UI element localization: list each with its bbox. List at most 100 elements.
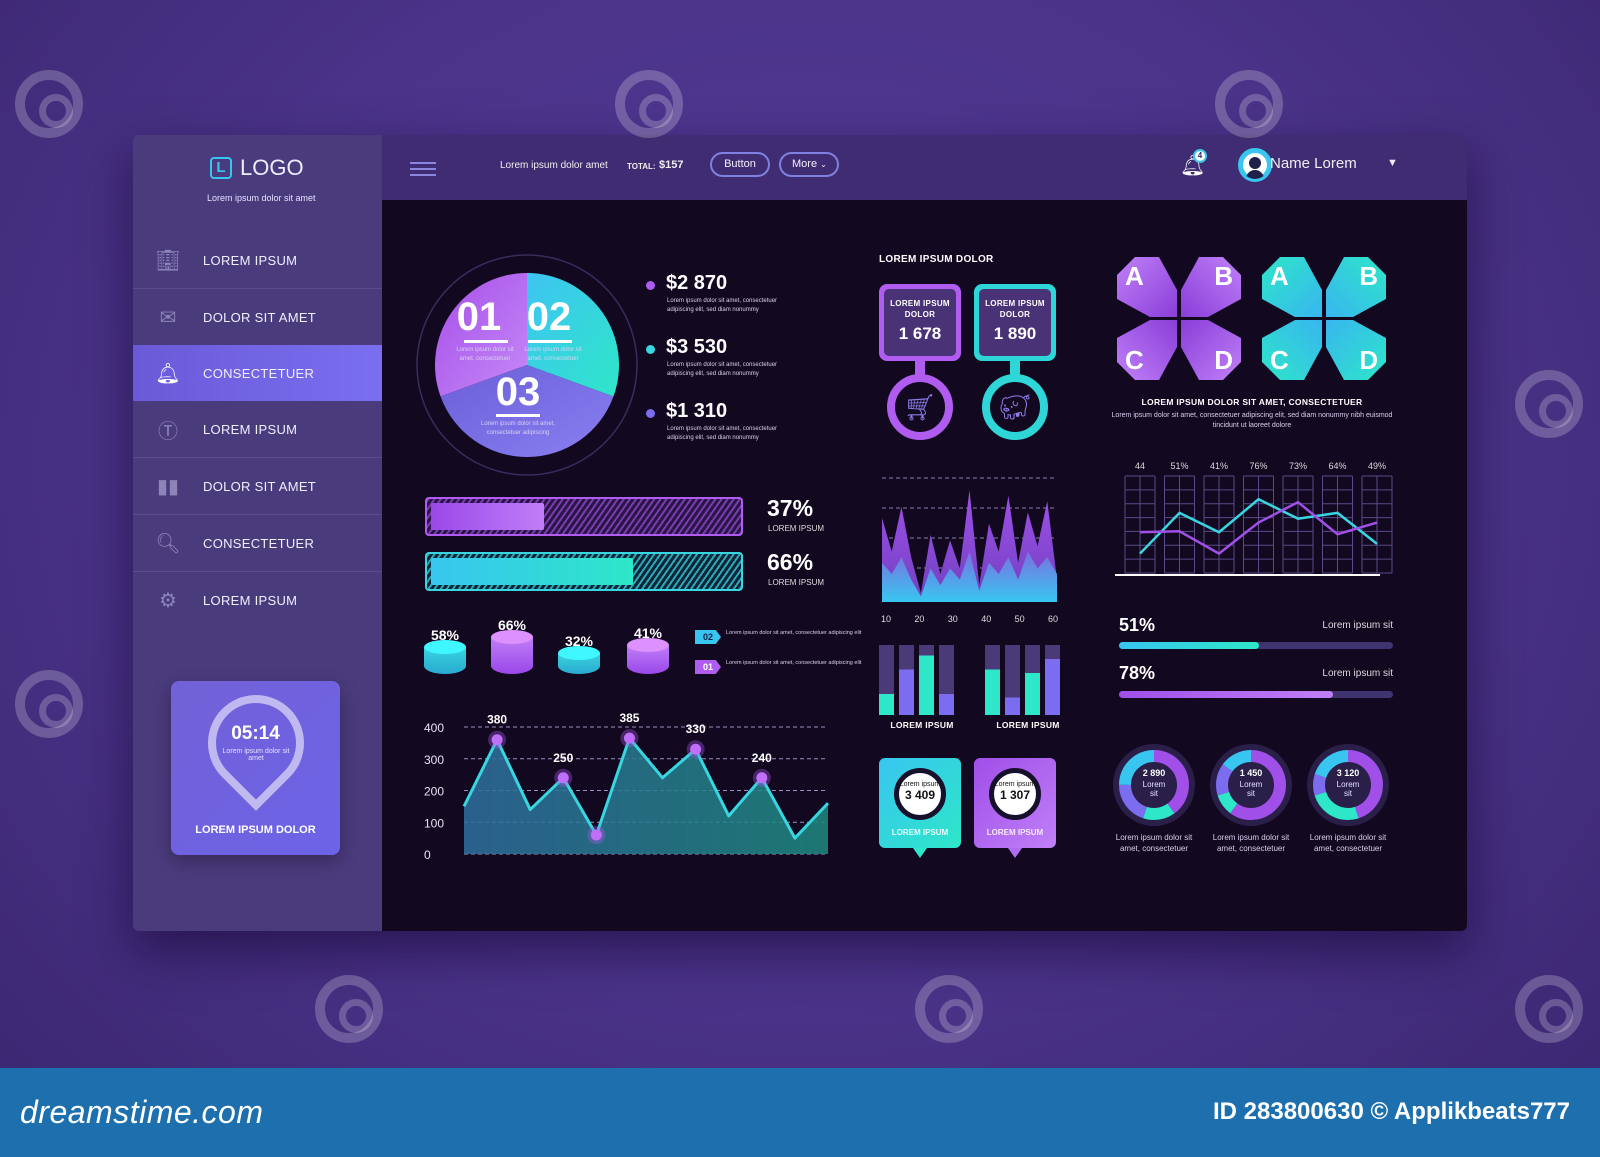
legend-text: Lorem ipsum dolor sit amet, consectetuer… (726, 660, 862, 666)
caret-down-icon[interactable]: ▼ (1387, 157, 1398, 169)
building-icon: 🏢︎ (155, 249, 181, 272)
sidebar-item-dolor-sit-amet[interactable]: ✉ DOLOR SIT AMET (133, 289, 382, 346)
stat-card[interactable]: LOREM IPSUM DOLOR 1 678 (879, 284, 961, 361)
sidebar-item-lorem-ipsum-3[interactable]: ⚙ LOREM IPSUM (133, 572, 382, 629)
column-label: 76% (1249, 461, 1267, 471)
caption-line: amet, consectetuer (1119, 844, 1189, 853)
series-line (462, 736, 830, 840)
dollar-icon: Ⓣ (158, 420, 178, 443)
donut-value: 3 120 (1336, 768, 1360, 778)
gear-icon: ⚙ (159, 590, 177, 612)
donut-caption: Lorem ipsum dolor sit amet, consectetuer (1100, 832, 1208, 854)
sidebar-item-label: CONSECTETUER (203, 365, 315, 381)
y-tick-label: 300 (424, 753, 444, 767)
stat-card-title: LOREM IPSUM DOLOR (985, 299, 1045, 319)
legend-tag: 02 (695, 630, 721, 644)
watermark-spiral-icon (315, 975, 383, 1043)
donut-label: Lorem sit (1336, 780, 1360, 798)
more-dropdown[interactable]: More ⌄ (779, 152, 839, 177)
timer-card[interactable]: 05:14 Lorem ipsum dolor sit amet LOREM I… (171, 675, 340, 855)
option-petal-d[interactable]: D (1181, 320, 1241, 380)
option-petal-c[interactable]: C (1262, 320, 1322, 380)
hamburger-menu-icon[interactable] (410, 158, 436, 178)
progress-fill (1119, 691, 1333, 698)
chevron-down-icon: ⌄ (820, 160, 827, 169)
data-point (557, 772, 569, 784)
x-tick-label: 60 (1048, 614, 1058, 624)
main-content: 01 Lorem ipsum dolor sit amet, consectet… (382, 200, 1467, 931)
progress-bar (425, 552, 743, 591)
option-petal-b[interactable]: B (1326, 257, 1386, 317)
column-label: 44 (1135, 461, 1145, 471)
option-petal-c[interactable]: C (1117, 320, 1177, 380)
pie-slice-text: Lorem ipsum dolor sit amet, consectetuer (524, 347, 582, 362)
donut-segment (1313, 750, 1383, 820)
option-petal-a[interactable]: A (1262, 257, 1322, 317)
metric-badge-card[interactable]: Lorem ipsum 1 307 LOREM IPSUM (974, 758, 1056, 858)
metric-badge-card[interactable]: Lorem ipsum 3 409 LOREM IPSUM (879, 758, 961, 858)
donut-segment (1216, 750, 1286, 820)
watermark-spiral-icon (1215, 70, 1283, 138)
metric-value: 1 307 (999, 788, 1031, 802)
bar (1045, 659, 1060, 715)
timer-label: LOREM IPSUM DOLOR (195, 824, 316, 836)
donut-segment (1216, 750, 1286, 820)
cylinder-top (424, 640, 466, 654)
sidebar-item-consectetuer[interactable]: 🔔︎ CONSECTETUER (133, 345, 382, 401)
column-label: 64% (1328, 461, 1346, 471)
timer-subtitle: Lorem ipsum dolor sit amet (222, 748, 290, 762)
donut-hole (1132, 763, 1176, 807)
metric-circle: Lorem ipsum 1 307 (989, 768, 1041, 820)
data-point (491, 734, 503, 746)
watermark-spiral-icon (15, 70, 83, 138)
value-amount: $3 530 (666, 336, 728, 358)
piggy-bank-icon: 🐖︎ (982, 374, 1048, 440)
topbar-text: Lorem ipsum dolor amet (500, 160, 608, 171)
button[interactable]: Button (710, 152, 770, 177)
x-tick-label: 10 (881, 614, 891, 624)
value-amount: $2 870 (666, 272, 728, 294)
x-tick-label: 50 (1015, 614, 1025, 624)
series-line (1139, 497, 1378, 555)
watermark-spiral-icon (15, 670, 83, 738)
stat-card-value: 1 678 (898, 324, 942, 343)
pie-slice-01 (435, 273, 527, 397)
stat-card[interactable]: LOREM IPSUM DOLOR 1 890 (974, 284, 1056, 361)
user-name[interactable]: Name Lorem (1270, 155, 1357, 172)
donut-chart (1210, 744, 1292, 826)
sidebar-item-dolor-sit-amet-2[interactable]: ▮▮ DOLOR SIT AMET (133, 458, 382, 515)
sidebar-item-lorem-ipsum[interactable]: 🏢︎ LOREM IPSUM (133, 232, 382, 289)
option-petal-a[interactable]: A (1117, 257, 1177, 317)
legend-dot (646, 409, 655, 418)
pointer-tail (913, 848, 927, 858)
logo-tagline: Lorem ipsum dolor sit amet (207, 193, 316, 203)
petal-letter: D (1214, 345, 1233, 375)
progress-fill (431, 503, 545, 530)
sidebar-item-lorem-ipsum-2[interactable]: Ⓣ LOREM IPSUM (133, 401, 382, 458)
data-point (690, 743, 702, 755)
timer-value: 05:14 (231, 723, 280, 744)
caption-line: amet, consectetuer (1313, 844, 1383, 853)
pie-outer-ring (416, 254, 638, 476)
dashboard-window: L LOGO Lorem ipsum dolor sit amet 🏢︎ LORE… (133, 135, 1467, 931)
logo-text[interactable]: LOGO (240, 155, 304, 180)
bar (899, 669, 914, 715)
column-label: 73% (1289, 461, 1307, 471)
watermark-id: ID 283800630 © Applikbeats777 (1213, 1098, 1570, 1125)
petal-letter: C (1125, 345, 1144, 375)
mail-icon: ✉ (159, 306, 177, 329)
petal-letter: A (1270, 261, 1289, 291)
cylinder-label: 32% (564, 633, 594, 649)
bar (1005, 697, 1020, 715)
stacked-area-chart: 10 20 30 40 50 60 (881, 477, 1058, 624)
metric-caption: Lorem ipsum (994, 781, 1036, 788)
sidebar-item-consectetuer-2[interactable]: 🔍︎ CONSECTETUER (133, 515, 382, 572)
pie-chart (416, 254, 638, 476)
option-petal-d[interactable]: D (1326, 320, 1386, 380)
avatar[interactable] (1238, 148, 1272, 182)
progress-percent: 51% (1119, 615, 1156, 635)
stat-card-title: LOREM IPSUM DOLOR (890, 299, 950, 319)
option-petal-b[interactable]: B (1181, 257, 1241, 317)
data-point (590, 829, 602, 841)
column-label: 51% (1170, 461, 1188, 471)
